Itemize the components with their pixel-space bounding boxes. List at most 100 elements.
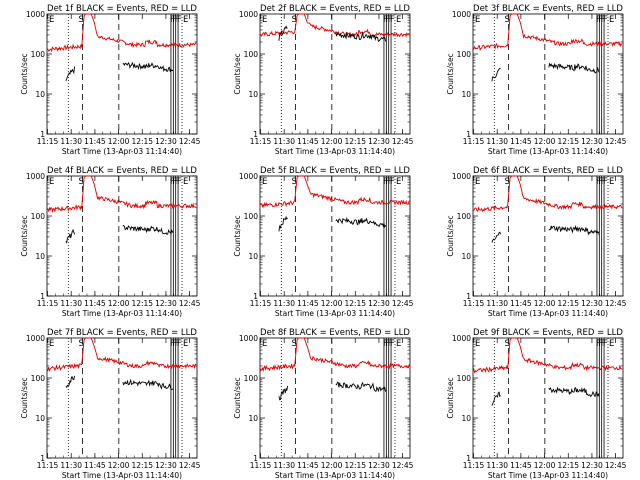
- x-axis-label: Start Time (13-Apr-03 11:14:40): [275, 471, 395, 480]
- y-axis-label: Counts/sec: [446, 53, 455, 94]
- marker-saa: S: [292, 177, 297, 187]
- detector-panel-2: Det 2f BLACK = Events, RED = LLD 1 10 100 10…: [233, 4, 414, 156]
- plot-frame: [46, 175, 198, 297]
- panel-title: Det 5f BLACK = Events, RED = LLD: [260, 166, 410, 176]
- panel-title: Det 4f BLACK = Events, RED = LLD: [47, 166, 197, 176]
- x-axis: 11:15 11:30 11:45 12:00 12:15 12:30 12:45: [37, 14, 201, 146]
- marker-end: E: [396, 15, 401, 25]
- x-tick-label: 11:30: [60, 461, 82, 470]
- y-tick-label: 10: [35, 252, 45, 261]
- marker-start: E: [49, 15, 54, 25]
- y-tick-label: 100: [244, 50, 259, 59]
- marker-saa: S: [505, 177, 510, 187]
- marker-saa: S: [505, 15, 510, 25]
- panel-title: Det 6f BLACK = Events, RED = LLD: [473, 166, 623, 176]
- y-axis: 1 10 100 1000: [452, 334, 623, 463]
- marker-flag: F: [383, 339, 388, 349]
- marker-end: E: [396, 177, 401, 187]
- x-tick-label: 11:15: [37, 137, 59, 146]
- y-tick-label: 1: [40, 454, 45, 463]
- marker-saa: S: [79, 339, 84, 349]
- marker-flag: F: [390, 339, 395, 349]
- x-tick-label: 11:15: [463, 137, 485, 146]
- x-tick-label: 12:00: [321, 299, 343, 308]
- marker-flag: F: [390, 177, 395, 187]
- detector-panel-7: Det 7f BLACK = Events, RED = LLD 1 10 100 10…: [20, 328, 201, 480]
- x-axis: 11:15 11:30 11:45 12:00 12:15 12:30 12:45: [463, 176, 627, 308]
- marker-flag: F: [175, 15, 180, 25]
- x-tick-label: 12:30: [581, 137, 603, 146]
- events-series-line-pre-saa: [491, 67, 501, 82]
- panel-title: Det 8f BLACK = Events, RED = LLD: [260, 328, 410, 338]
- y-axis-label: Counts/sec: [20, 215, 29, 256]
- x-tick-label: 11:30: [60, 137, 82, 146]
- x-tick-label: 12:45: [392, 137, 414, 146]
- x-tick-label: 12:00: [534, 299, 556, 308]
- x-tick-label: 12:00: [108, 137, 130, 146]
- marker-saa: S: [79, 177, 84, 187]
- marker-flag: F: [596, 177, 601, 187]
- marker-flag: F: [383, 15, 388, 25]
- y-tick-label: 10: [248, 90, 258, 99]
- x-tick-label: 12:15: [557, 299, 579, 308]
- marker-flag: F: [601, 15, 606, 25]
- marker-end: E: [183, 177, 188, 187]
- x-tick-label: 11:15: [250, 461, 272, 470]
- x-axis-label: Start Time (13-Apr-03 11:14:40): [488, 309, 608, 318]
- panel-title: Det 2f BLACK = Events, RED = LLD: [260, 4, 410, 14]
- y-axis: 1 10 100 1000: [239, 334, 410, 463]
- x-tick-label: 11:45: [297, 461, 319, 470]
- y-tick-label: 1: [466, 292, 471, 301]
- y-tick-label: 100: [31, 50, 46, 59]
- y-tick-label: 10: [248, 414, 258, 423]
- x-tick-label: 12:45: [605, 461, 627, 470]
- y-tick-label: 10: [35, 414, 45, 423]
- marker-flag: F: [388, 339, 393, 349]
- x-tick-label: 12:00: [108, 461, 130, 470]
- events-series-line-pre-saa: [65, 375, 76, 388]
- marker-start: E: [49, 339, 54, 349]
- x-tick-label: 11:15: [463, 299, 485, 308]
- marker-flag: F: [601, 339, 606, 349]
- marker-flag: F: [170, 15, 175, 25]
- events-series-line-post-saa: [548, 386, 600, 398]
- y-tick-label: 1: [253, 454, 258, 463]
- marker-flag: F: [385, 15, 390, 25]
- marker-flag: F: [177, 15, 182, 25]
- y-tick-label: 10: [461, 90, 471, 99]
- x-tick-label: 11:15: [37, 299, 59, 308]
- y-tick-label: 100: [244, 212, 259, 221]
- x-axis-label: Start Time (13-Apr-03 11:14:40): [275, 147, 395, 156]
- marker-end: E: [609, 177, 614, 187]
- x-tick-label: 11:45: [510, 137, 532, 146]
- y-tick-label: 1000: [452, 10, 471, 19]
- events-series-line-post-saa: [548, 224, 600, 236]
- panel-title: Det 9f BLACK = Events, RED = LLD: [473, 328, 623, 338]
- x-tick-label: 12:30: [155, 137, 177, 146]
- x-tick-label: 12:00: [534, 461, 556, 470]
- y-tick-label: 100: [457, 212, 472, 221]
- x-tick-label: 12:45: [605, 299, 627, 308]
- x-axis-label: Start Time (13-Apr-03 11:14:40): [488, 147, 608, 156]
- marker-start: E: [262, 339, 267, 349]
- x-tick-label: 12:30: [368, 461, 390, 470]
- x-tick-label: 11:30: [486, 137, 508, 146]
- marker-flag: F: [383, 177, 388, 187]
- lld-series-line: [259, 337, 410, 373]
- marker-flag: F: [385, 339, 390, 349]
- x-tick-label: 11:30: [60, 299, 82, 308]
- marker-flag: F: [175, 339, 180, 349]
- marker-flag: F: [388, 15, 393, 25]
- marker-saa: S: [292, 15, 297, 25]
- panel-title: Det 1f BLACK = Events, RED = LLD: [47, 4, 197, 14]
- x-tick-label: 12:45: [179, 461, 201, 470]
- x-tick-label: 11:15: [250, 137, 272, 146]
- plot-frame: [472, 175, 624, 297]
- marker-start: E: [475, 15, 480, 25]
- marker-flag: F: [172, 15, 177, 25]
- marker-flag: F: [172, 339, 177, 349]
- lld-series-line: [472, 13, 623, 52]
- lld-series-line: [46, 175, 197, 214]
- marker-flag: F: [598, 339, 603, 349]
- y-tick-label: 100: [31, 212, 46, 221]
